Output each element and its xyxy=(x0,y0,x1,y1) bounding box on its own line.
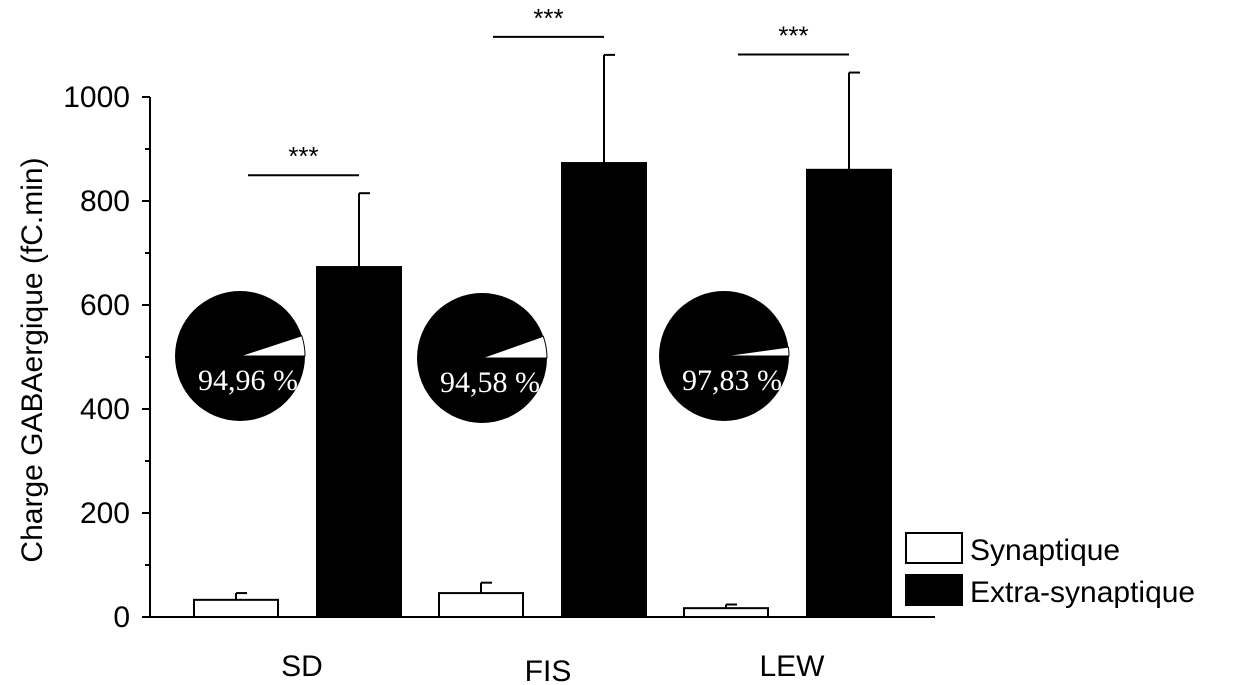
y-tick-label: 600 xyxy=(80,289,130,322)
legend-label: Extra-synaptique xyxy=(970,576,1195,609)
y-axis-label: Charge GABAergique (fC.min) xyxy=(16,157,49,562)
y-tick-label: 1000 xyxy=(63,81,130,114)
significance-label: *** xyxy=(533,3,563,33)
y-tick-label: 0 xyxy=(113,601,130,634)
legend-label: Synaptique xyxy=(970,534,1120,567)
pie-slice-synaptique xyxy=(481,335,548,359)
x-tick-label: SD xyxy=(281,650,323,683)
x-tick-label: LEW xyxy=(759,650,825,683)
pie-slice-synaptique xyxy=(723,346,790,357)
bar xyxy=(316,266,402,618)
bar xyxy=(193,598,279,619)
bar xyxy=(438,592,524,619)
y-tick-label: 200 xyxy=(80,497,130,530)
significance-label: *** xyxy=(288,141,318,171)
bar xyxy=(683,607,769,618)
bar xyxy=(561,162,647,618)
significance-label: *** xyxy=(778,21,808,51)
pie-percent-label: 97,83 % xyxy=(682,364,782,397)
x-tick-label: FIS xyxy=(525,655,572,685)
pie-slice-synaptique xyxy=(239,335,306,357)
pie-percent-label: 94,96 % xyxy=(198,364,298,397)
legend-swatch xyxy=(905,574,963,606)
y-tick-label: 800 xyxy=(80,185,130,218)
y-tick-label: 400 xyxy=(80,393,130,426)
pie-percent-label: 94,58 % xyxy=(440,366,540,399)
legend-swatch xyxy=(905,532,963,564)
bar xyxy=(806,168,892,619)
